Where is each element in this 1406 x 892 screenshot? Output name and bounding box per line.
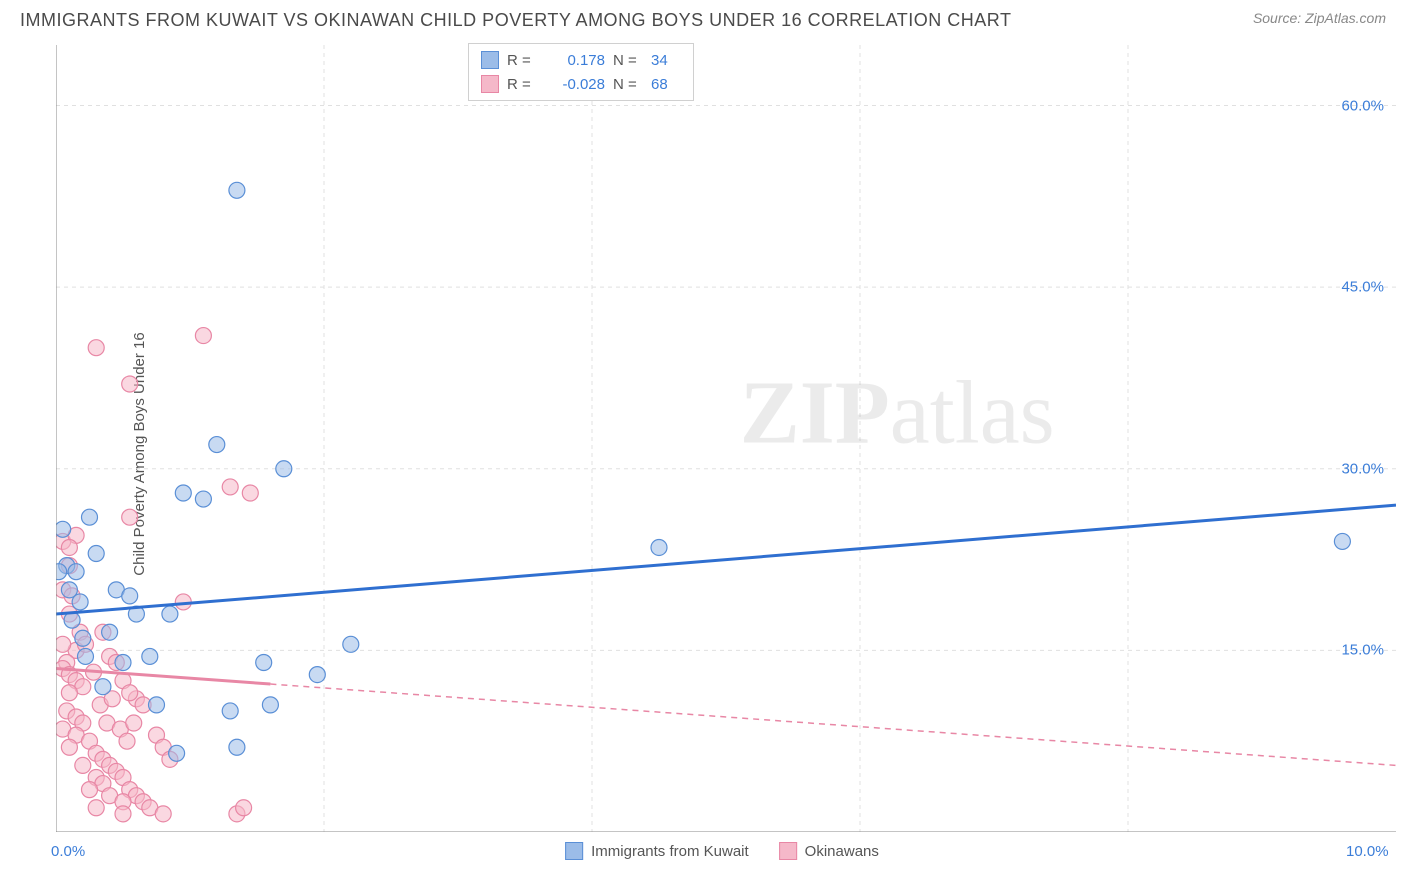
scatter-point xyxy=(82,509,98,525)
scatter-point xyxy=(77,648,93,664)
scatter-point xyxy=(149,697,165,713)
y-tick-label: 15.0% xyxy=(1341,642,1384,659)
scatter-point xyxy=(68,564,84,580)
legend-label: Immigrants from Kuwait xyxy=(591,843,749,860)
legend-item: Immigrants from Kuwait xyxy=(565,842,749,860)
legend-label: Okinawans xyxy=(805,843,879,860)
scatter-point xyxy=(61,739,77,755)
legend-swatch xyxy=(565,842,583,860)
stat-n-label: N = xyxy=(613,76,643,93)
y-tick-label: 30.0% xyxy=(1341,460,1384,477)
scatter-point xyxy=(175,485,191,501)
scatter-point xyxy=(651,539,667,555)
scatter-point xyxy=(256,654,272,670)
x-tick-label: 10.0% xyxy=(1346,843,1389,860)
scatter-point xyxy=(1334,533,1350,549)
scatter-point xyxy=(72,594,88,610)
scatter-point xyxy=(56,636,71,652)
stat-n-value: 34 xyxy=(651,52,681,69)
scatter-point xyxy=(229,739,245,755)
scatter-point xyxy=(88,340,104,356)
bottom-legend: Immigrants from Kuwait Okinawans xyxy=(565,842,879,860)
scatter-point xyxy=(262,697,278,713)
stats-row: R = 0.178 N = 34 xyxy=(481,48,681,72)
scatter-point xyxy=(309,667,325,683)
scatter-point xyxy=(209,437,225,453)
stats-row: R = -0.028 N = 68 xyxy=(481,72,681,96)
scatter-point xyxy=(115,806,131,822)
scatter-point xyxy=(102,624,118,640)
trend-line xyxy=(56,505,1396,614)
scatter-point xyxy=(56,521,71,537)
scatter-point xyxy=(195,328,211,344)
scatter-point xyxy=(142,648,158,664)
scatter-point xyxy=(61,685,77,701)
trend-line-dashed xyxy=(270,684,1396,765)
scatter-point xyxy=(115,654,131,670)
x-tick-label: 0.0% xyxy=(51,843,85,860)
legend-item: Okinawans xyxy=(779,842,879,860)
scatter-point xyxy=(88,546,104,562)
y-tick-label: 45.0% xyxy=(1341,279,1384,296)
scatter-point xyxy=(61,539,77,555)
scatter-point xyxy=(162,606,178,622)
chart-title: IMMIGRANTS FROM KUWAIT VS OKINAWAN CHILD… xyxy=(20,10,1011,31)
scatter-point xyxy=(75,757,91,773)
stat-r-label: R = xyxy=(507,76,537,93)
stat-r-value: 0.178 xyxy=(545,52,605,69)
stat-n-value: 68 xyxy=(651,76,681,93)
scatter-point xyxy=(122,509,138,525)
source-label: Source: ZipAtlas.com xyxy=(1253,10,1386,26)
stat-r-value: -0.028 xyxy=(545,76,605,93)
legend-swatch xyxy=(481,75,499,93)
scatter-point xyxy=(343,636,359,652)
scatter-point xyxy=(82,782,98,798)
stats-legend-box: R = 0.178 N = 34 R = -0.028 N = 68 xyxy=(468,43,694,101)
scatter-point xyxy=(236,800,252,816)
title-bar: IMMIGRANTS FROM KUWAIT VS OKINAWAN CHILD… xyxy=(0,0,1406,31)
plot-area: Child Poverty Among Boys Under 16 ZIPatl… xyxy=(48,45,1396,862)
scatter-point xyxy=(126,715,142,731)
scatter-point xyxy=(122,685,138,701)
scatter-point xyxy=(95,679,111,695)
scatter-point xyxy=(119,733,135,749)
scatter-point xyxy=(75,630,91,646)
scatter-point xyxy=(122,376,138,392)
scatter-point xyxy=(222,703,238,719)
scatter-point xyxy=(88,800,104,816)
scatter-point xyxy=(122,588,138,604)
scatter-point xyxy=(276,461,292,477)
scatter-point xyxy=(242,485,258,501)
y-tick-label: 60.0% xyxy=(1341,97,1384,114)
scatter-point xyxy=(155,806,171,822)
scatter-point xyxy=(222,479,238,495)
scatter-point xyxy=(229,182,245,198)
scatter-point xyxy=(56,564,67,580)
scatter-point xyxy=(195,491,211,507)
legend-swatch xyxy=(481,51,499,69)
stat-n-label: N = xyxy=(613,52,643,69)
legend-swatch xyxy=(779,842,797,860)
stat-r-label: R = xyxy=(507,52,537,69)
scatter-point xyxy=(169,745,185,761)
scatter-chart xyxy=(56,45,1396,832)
